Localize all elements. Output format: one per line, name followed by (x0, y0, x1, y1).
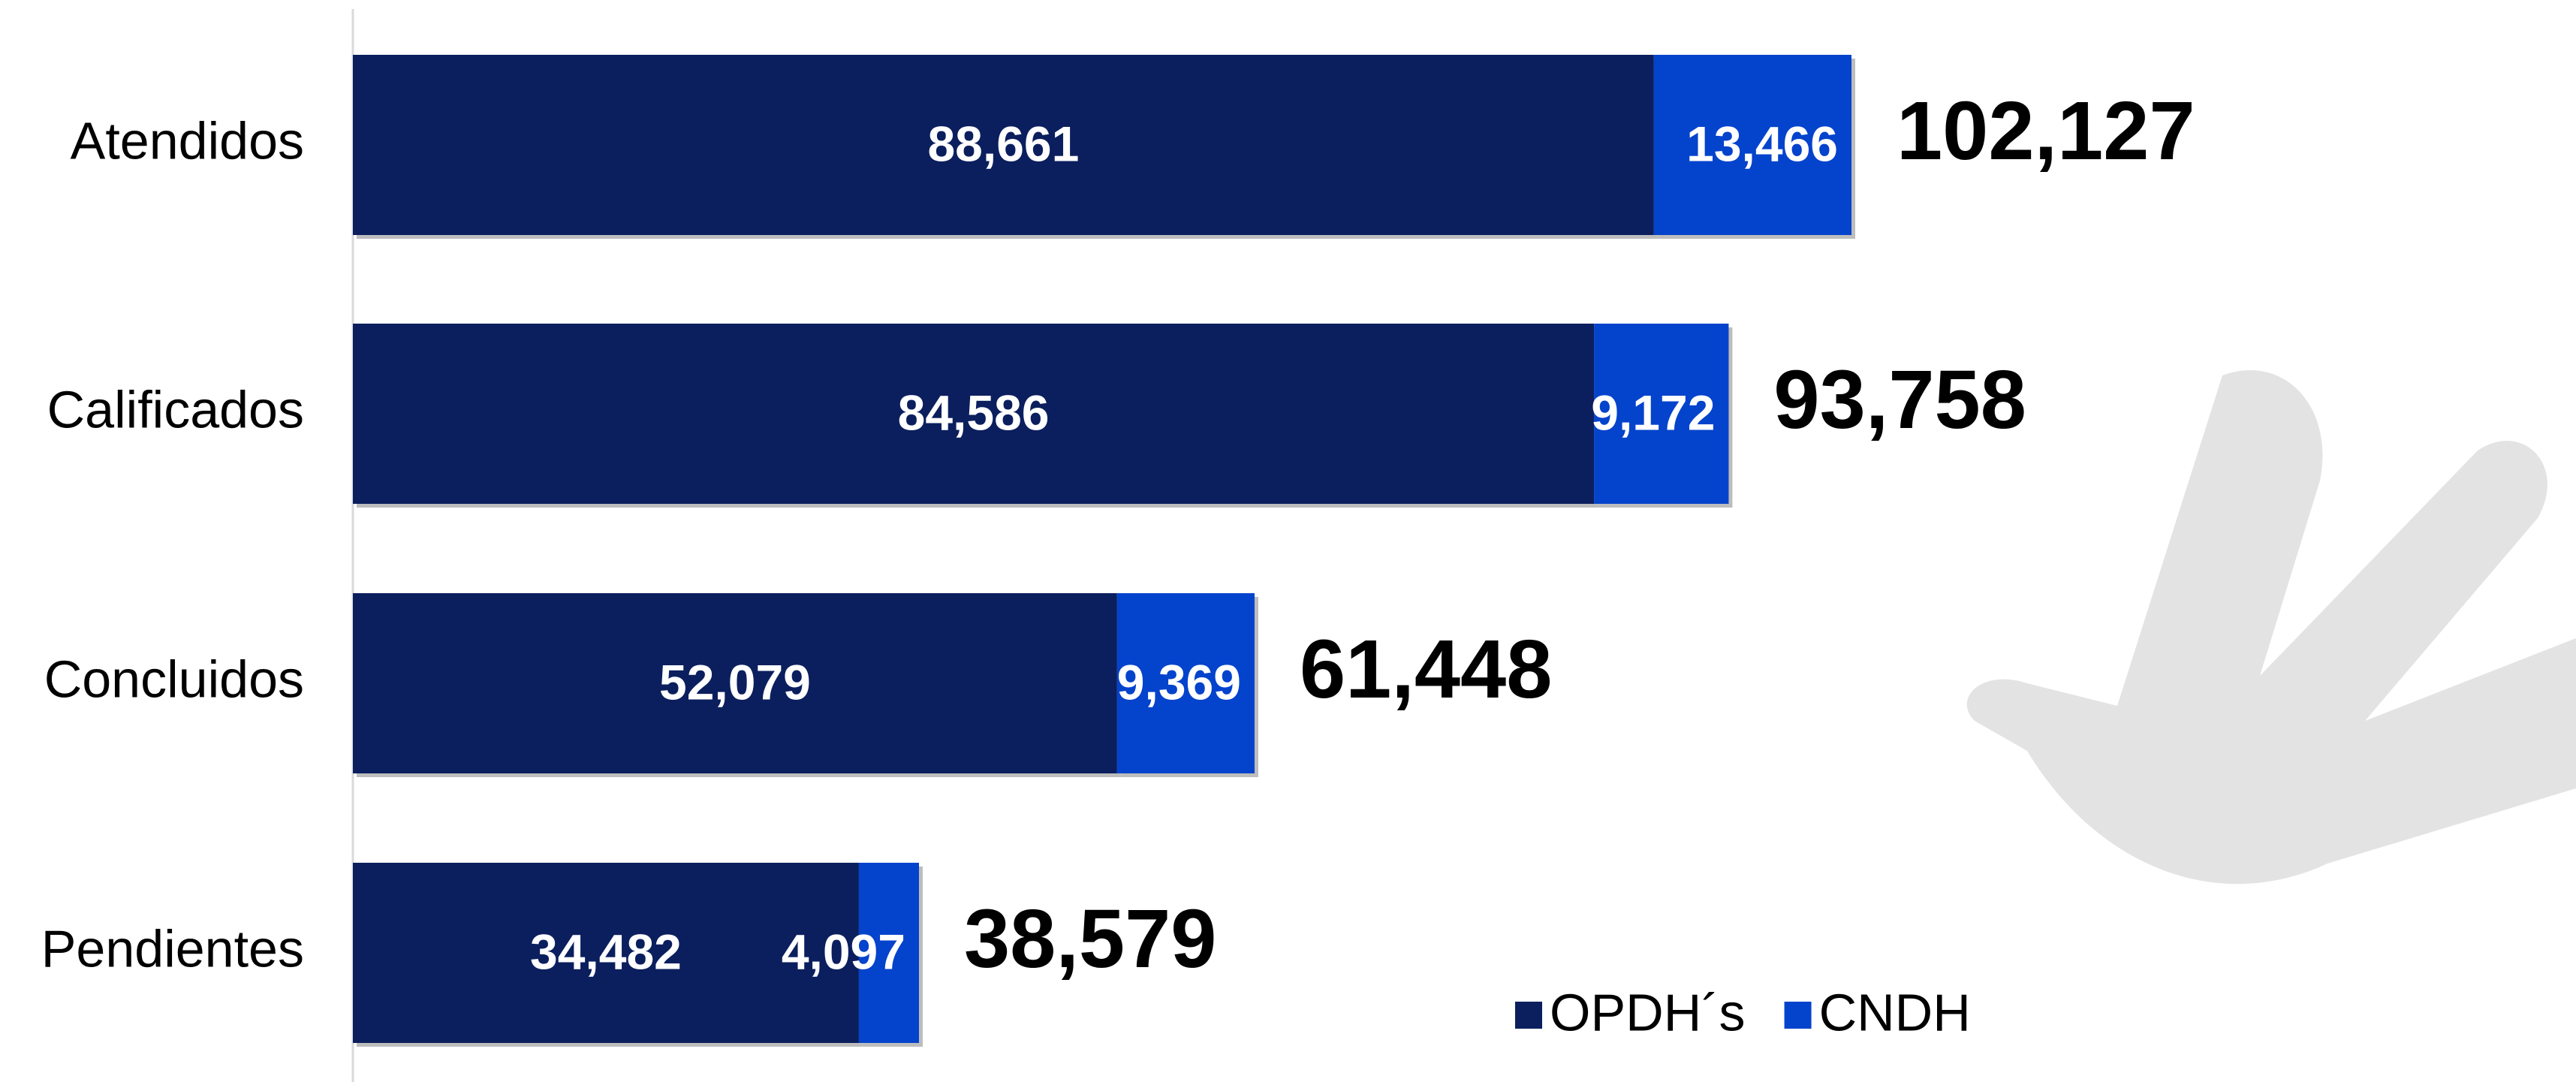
legend-label: CNDH (1819, 983, 1971, 1041)
bar-segment (353, 55, 1654, 235)
value-label: 9,172 (1591, 384, 1715, 440)
watermark-shape (1966, 369, 2576, 885)
bar-segment (353, 324, 1595, 504)
total-label: 38,579 (964, 893, 1216, 985)
value-label: 4,097 (782, 924, 905, 979)
bar-segment (1116, 593, 1255, 773)
legend-swatch (1515, 1002, 1542, 1029)
total-label: 93,758 (1773, 354, 2026, 446)
value-label: 52,079 (659, 654, 811, 710)
legend-swatch (1784, 1002, 1812, 1029)
bar-segment (858, 863, 919, 1043)
bar-segment (353, 863, 859, 1043)
value-label: 84,586 (898, 384, 1050, 440)
total-label: 102,127 (1897, 85, 2195, 177)
bar-segment (1653, 55, 1851, 235)
legend-label: OPDH´s (1550, 983, 1746, 1041)
value-label: 9,369 (1117, 654, 1241, 710)
value-label: 13,466 (1686, 116, 1838, 171)
value-label: 34,482 (530, 924, 682, 979)
watermark (1966, 369, 2576, 885)
bar-segment (353, 593, 1117, 773)
value-label: 88,661 (927, 116, 1079, 171)
category-label: Calificados (47, 380, 304, 439)
category-label: Pendientes (41, 919, 304, 978)
total-label: 61,448 (1300, 623, 1552, 716)
bar-segment (1594, 324, 1729, 504)
category-label: Atendidos (71, 111, 304, 170)
category-label: Concluidos (44, 650, 304, 708)
